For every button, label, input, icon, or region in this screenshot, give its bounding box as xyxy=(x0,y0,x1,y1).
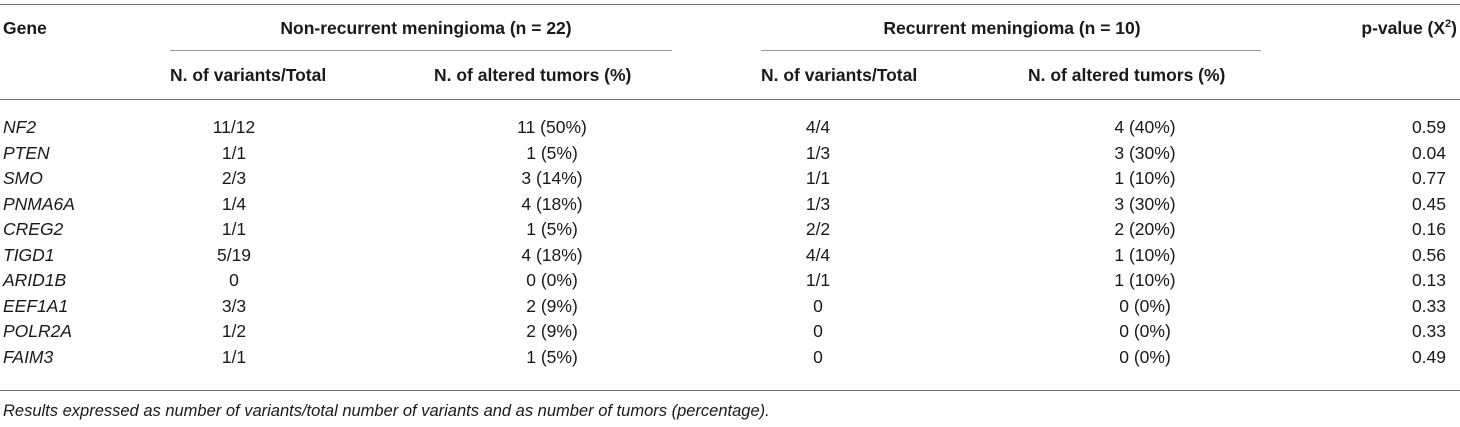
pvalue-cell: 0.04 xyxy=(1411,142,1446,163)
table-footnote: Results expressed as number of variants/… xyxy=(3,402,770,420)
gene-cell: FAIM3 xyxy=(3,346,54,367)
non-recurrent-altered-cell: 2 (9%) xyxy=(526,295,578,316)
non-recurrent-altered-cell: 1 (5%) xyxy=(526,142,578,163)
gene-cell: ARID1B xyxy=(3,270,67,290)
recurrent-variants-cell: 0 xyxy=(813,295,823,316)
non-recurrent-altered-cell: 4 (18%) xyxy=(521,244,583,265)
recurrent-variants-cell: 0 xyxy=(813,321,823,341)
gene-cell: EEF1A1 xyxy=(3,295,69,316)
pvalue-cell: 0.49 xyxy=(1411,346,1446,367)
non-recurrent-group-rule xyxy=(170,50,672,51)
recurrent-altered-cell: 0 (0%) xyxy=(1119,295,1171,316)
recurrent-altered-cell: 3 (30%) xyxy=(1114,142,1176,163)
non-recurrent-altered-cell: 0 (0%) xyxy=(526,270,578,290)
recurrent-group-rule xyxy=(761,50,1261,51)
non-recurrent-altered-cell: 11 (50%) xyxy=(517,117,587,137)
gene-cell: SMO xyxy=(3,168,43,188)
pvalue-cell: 0.33 xyxy=(1411,295,1446,316)
table-top-rule xyxy=(0,4,1460,5)
non-recurrent-variants-cell: 2/3 xyxy=(221,168,247,188)
recurrent-variants-cell: 2/2 xyxy=(805,219,831,239)
header-bottom-rule xyxy=(0,99,1460,100)
non-recurrent-variants-cell: 1/1 xyxy=(221,346,247,367)
non-recurrent-altered-cell: 3 (14%) xyxy=(521,168,583,188)
recurrent-variants-cell: 1/3 xyxy=(805,193,831,214)
non-recurrent-variants-cell: 1/2 xyxy=(221,321,247,341)
pvalue-cell: 0.77 xyxy=(1411,168,1446,188)
gene-cell: POLR2A xyxy=(3,321,73,341)
gene-cell: PTEN xyxy=(3,142,50,163)
table-bottom-rule xyxy=(0,390,1460,391)
non-recurrent-variants-cell: 1/1 xyxy=(221,219,247,239)
recurrent-variants-header: N. of variants/Total xyxy=(761,65,918,85)
non-recurrent-altered-cell: 1 (5%) xyxy=(526,346,578,367)
gene-cell: PNMA6A xyxy=(3,193,75,214)
recurrent-group-header: Recurrent meningioma (n = 10) xyxy=(883,18,1141,38)
pvalue-cell: 0.16 xyxy=(1411,219,1446,239)
recurrent-altered-cell: 3 (30%) xyxy=(1114,193,1176,214)
recurrent-variants-cell: 4/4 xyxy=(805,244,831,265)
pvalue-column-header: p-value (X2) xyxy=(1361,18,1457,38)
non-recurrent-altered-cell: 1 (5%) xyxy=(526,219,578,239)
gene-cell: CREG2 xyxy=(3,219,64,239)
pvalue-cell: 0.59 xyxy=(1411,117,1446,137)
pvalue-cell: 0.45 xyxy=(1411,193,1446,214)
non-recurrent-variants-cell: 0 xyxy=(229,270,239,290)
recurrent-variants-cell: 4/4 xyxy=(805,117,831,137)
gene-column-header: Gene xyxy=(3,18,47,38)
recurrent-altered-cell: 2 (20%) xyxy=(1114,219,1176,239)
non-recurrent-variants-header: N. of variants/Total xyxy=(170,65,327,85)
recurrent-altered-cell: 0 (0%) xyxy=(1119,346,1171,367)
non-recurrent-variants-cell: 1/1 xyxy=(221,142,247,163)
recurrent-altered-cell: 1 (10%) xyxy=(1114,244,1176,265)
pvalue-cell: 0.33 xyxy=(1411,321,1446,341)
non-recurrent-variants-cell: 3/3 xyxy=(221,295,247,316)
pvalue-cell: 0.13 xyxy=(1411,270,1446,290)
recurrent-altered-cell: 4 (40%) xyxy=(1114,117,1176,137)
non-recurrent-group-header: Non-recurrent meningioma (n = 22) xyxy=(280,18,572,38)
non-recurrent-altered-cell: 4 (18%) xyxy=(521,193,583,214)
non-recurrent-variants-cell: 1/4 xyxy=(221,193,247,214)
recurrent-variants-cell: 1/3 xyxy=(805,142,831,163)
non-recurrent-altered-cell: 2 (9%) xyxy=(526,321,578,341)
non-recurrent-variants-cell: 5/19 xyxy=(216,244,252,265)
non-recurrent-variants-cell: 11/12 xyxy=(212,117,256,137)
gene-cell: TIGD1 xyxy=(3,244,55,265)
recurrent-altered-header: N. of altered tumors (%) xyxy=(1028,65,1226,85)
recurrent-variants-cell: 0 xyxy=(813,346,823,367)
recurrent-altered-cell: 0 (0%) xyxy=(1119,321,1171,341)
recurrent-variants-cell: 1/1 xyxy=(805,168,831,188)
recurrent-variants-cell: 1/1 xyxy=(805,270,831,290)
recurrent-altered-cell: 1 (10%) xyxy=(1114,270,1176,290)
recurrent-altered-cell: 1 (10%) xyxy=(1114,168,1176,188)
gene-cell: NF2 xyxy=(3,117,37,137)
pvalue-cell: 0.56 xyxy=(1411,244,1446,265)
non-recurrent-altered-header: N. of altered tumors (%) xyxy=(434,65,632,85)
